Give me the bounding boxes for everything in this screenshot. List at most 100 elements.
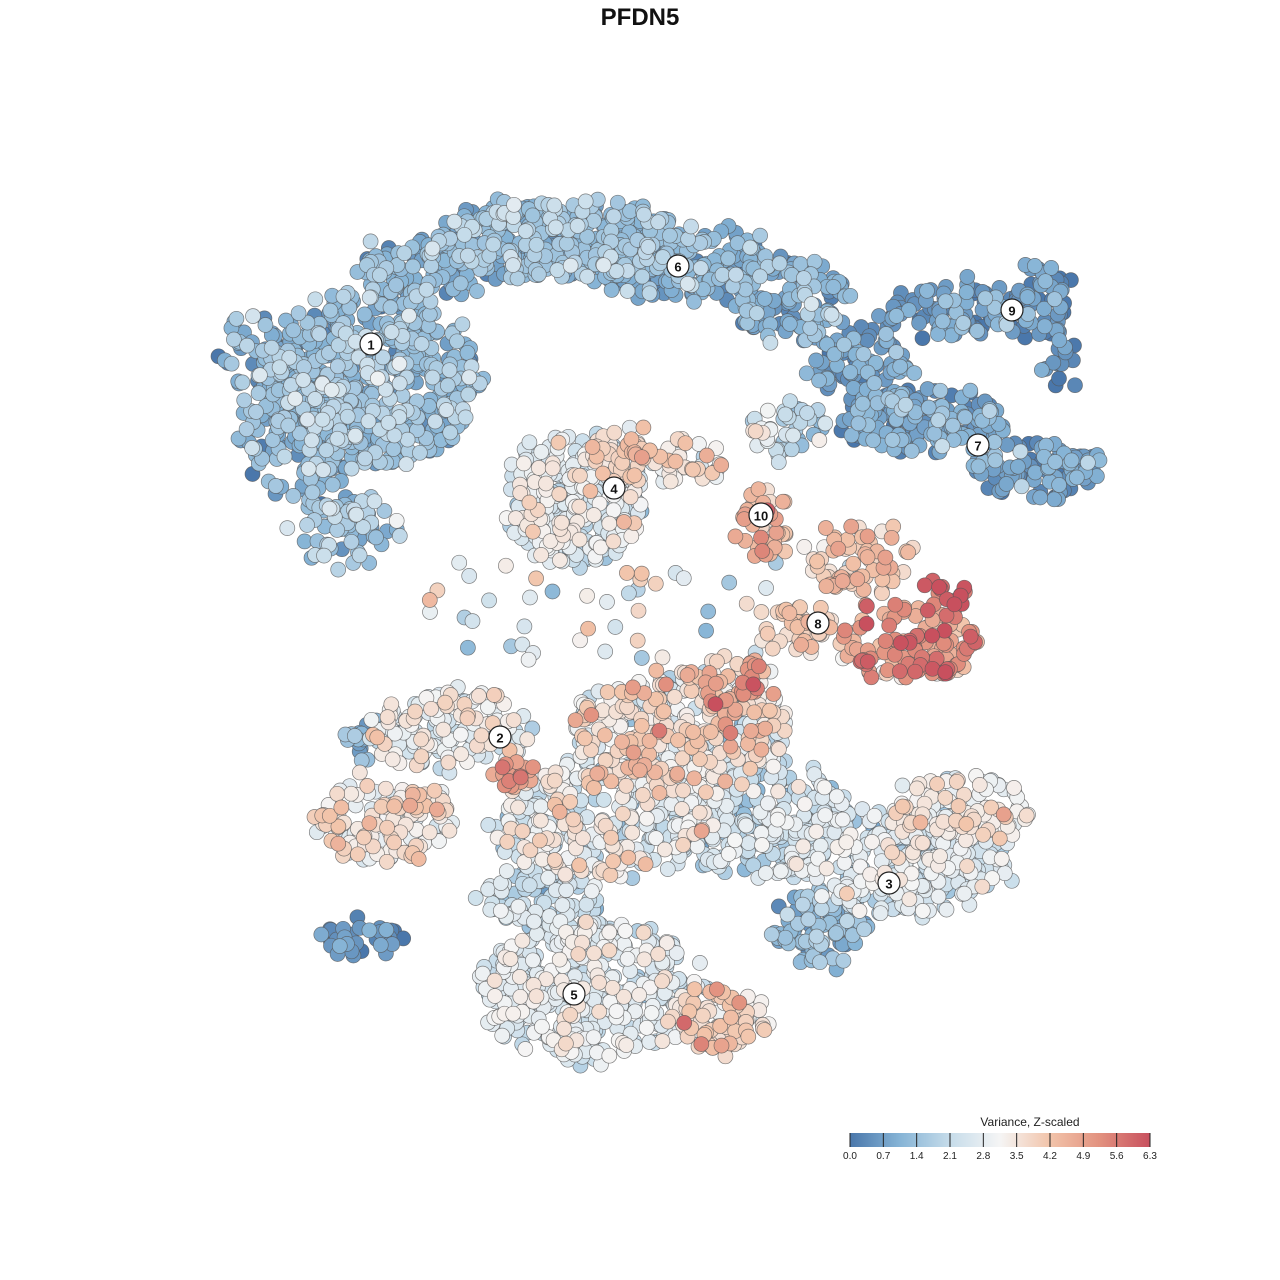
cell-point — [685, 724, 701, 740]
cell-point — [399, 431, 416, 448]
cell-point — [565, 811, 582, 828]
cell-point — [748, 305, 765, 322]
cell-point — [659, 861, 676, 877]
cell-point — [666, 689, 683, 705]
cell-point — [280, 417, 297, 434]
cell-point — [486, 972, 503, 989]
cell-point — [498, 863, 515, 879]
cell-point — [631, 987, 648, 1003]
cell-point — [1043, 260, 1060, 276]
cell-point — [956, 885, 973, 902]
cell-point — [454, 316, 471, 333]
cell-point — [638, 1019, 655, 1036]
cell-point — [742, 760, 759, 777]
cell-point — [544, 460, 561, 477]
cell-point — [888, 344, 905, 360]
cell-point — [601, 924, 618, 941]
cell-point — [757, 865, 774, 881]
cell-point — [299, 411, 316, 428]
cell-point — [987, 452, 1004, 469]
cell-point — [371, 267, 388, 284]
cell-point — [655, 703, 672, 720]
cell-point — [714, 266, 731, 283]
cell-point — [586, 780, 602, 796]
cell-point — [386, 798, 403, 815]
cell-point — [932, 382, 949, 399]
cell-point — [639, 810, 655, 827]
cell-point — [781, 316, 798, 332]
cell-point — [602, 867, 619, 883]
cell-point — [842, 287, 859, 304]
cell-point — [620, 849, 637, 866]
cell-point — [271, 359, 288, 376]
cell-point — [487, 988, 503, 1004]
cell-point — [267, 478, 284, 494]
cell-point — [572, 467, 588, 484]
cell-point — [322, 302, 339, 319]
cell-point — [307, 291, 324, 308]
cell-point — [285, 322, 302, 339]
cell-point — [698, 784, 714, 801]
cell-point — [698, 622, 714, 639]
cell-point — [878, 326, 894, 342]
cell-point — [828, 925, 844, 942]
cell-point — [670, 732, 686, 749]
cell-point — [538, 475, 554, 492]
cell-point — [692, 955, 708, 971]
cell-point — [738, 595, 755, 612]
cell-point — [499, 833, 516, 850]
cell-point — [650, 214, 667, 231]
cell-point — [635, 419, 652, 436]
cell-point — [578, 896, 595, 913]
cell-point — [969, 323, 986, 339]
cell-point — [599, 684, 616, 700]
cell-point — [803, 296, 820, 312]
cell-point — [624, 824, 641, 841]
cell-point — [391, 375, 408, 392]
cell-point — [619, 283, 636, 299]
cell-point — [494, 1027, 511, 1044]
cell-point — [930, 888, 947, 905]
cell-point — [379, 709, 396, 725]
cell-point — [263, 339, 280, 356]
cell-point — [1068, 469, 1085, 486]
cell-point — [799, 405, 815, 421]
cell-point — [517, 223, 534, 239]
cell-point — [304, 484, 321, 501]
cell-point — [914, 330, 931, 347]
cell-point — [510, 898, 527, 915]
cell-point — [944, 417, 961, 434]
cell-point — [605, 502, 622, 519]
cell-point — [872, 905, 889, 922]
cell-point — [894, 777, 911, 794]
cell-point — [514, 823, 531, 839]
cell-point — [888, 308, 905, 324]
cell-point — [528, 236, 545, 253]
cell-point — [763, 926, 780, 943]
cell-point — [911, 315, 927, 331]
cell-point — [528, 988, 545, 1005]
cell-point — [456, 226, 473, 243]
cell-point — [595, 791, 612, 808]
cell-point — [750, 481, 767, 498]
cell-point — [359, 778, 376, 794]
cell-point — [874, 585, 890, 602]
cell-point — [485, 236, 502, 253]
cell-point — [386, 834, 402, 851]
cell-point — [424, 240, 441, 257]
cell-point — [752, 227, 768, 244]
cell-point — [329, 522, 346, 538]
cell-point — [449, 333, 465, 350]
cell-point — [601, 1047, 618, 1064]
cell-point — [398, 456, 415, 473]
cell-point — [723, 1009, 739, 1026]
cell-point — [811, 372, 827, 389]
cell-point — [532, 798, 549, 815]
cell-point — [920, 399, 937, 416]
cell-point — [236, 392, 253, 409]
cell-point — [607, 619, 624, 635]
cell-point — [623, 431, 640, 448]
cell-point — [1033, 362, 1050, 378]
cell-point — [1018, 807, 1035, 824]
